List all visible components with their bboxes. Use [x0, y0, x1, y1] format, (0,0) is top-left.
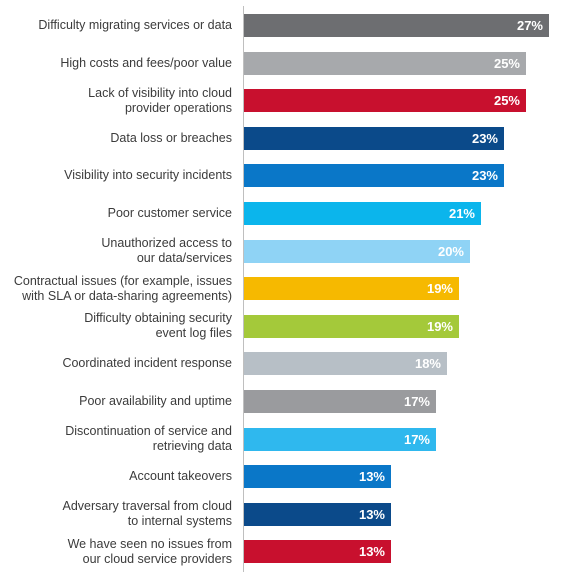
- category-label: Poor availability and uptime: [79, 394, 232, 408]
- category-label: Visibility into security incidents: [64, 168, 232, 183]
- value-label: 25%: [493, 55, 520, 71]
- category-label: Data loss or breaches: [110, 130, 232, 145]
- bar: [244, 126, 504, 150]
- value-label: 13%: [358, 544, 385, 560]
- value-label: 13%: [358, 469, 385, 485]
- category-label: Discontinuation of service and retrievin…: [65, 424, 232, 454]
- value-label: 21%: [448, 206, 475, 221]
- value-label: 19%: [426, 281, 453, 297]
- bar: [244, 314, 459, 338]
- bar: [244, 51, 526, 75]
- value-label: 19%: [426, 318, 453, 334]
- value-label: 18%: [414, 356, 441, 372]
- category-label: Unauthorized access to our data/services: [101, 236, 232, 266]
- category-label: Coordinated incident response: [62, 356, 232, 371]
- category-axis-line: [243, 6, 244, 572]
- value-label: 13%: [358, 506, 385, 522]
- bar: [244, 427, 436, 451]
- bar: [244, 540, 391, 564]
- value-label: 27%: [516, 18, 543, 33]
- bar: [244, 390, 436, 413]
- bar: [244, 502, 391, 526]
- value-label: 17%: [403, 431, 430, 447]
- value-label: 23%: [471, 168, 498, 184]
- bar: [244, 89, 526, 113]
- value-label: 23%: [471, 130, 498, 146]
- value-label: 20%: [437, 243, 464, 259]
- bar: [244, 14, 549, 37]
- category-label: We have seen no issues from our cloud se…: [67, 536, 232, 566]
- value-label: 17%: [403, 394, 430, 409]
- category-label: Poor customer service: [107, 206, 232, 220]
- bar: [244, 277, 459, 301]
- bar: [244, 239, 470, 263]
- value-label: 25%: [493, 93, 520, 109]
- category-label: Adversary traversal from cloud to intern…: [62, 499, 232, 529]
- category-label: Account takeovers: [129, 469, 232, 484]
- category-label: Difficulty migrating services or data: [38, 18, 232, 32]
- bar: [244, 352, 447, 376]
- category-label: High costs and fees/poor value: [60, 55, 232, 70]
- category-label: Contractual issues (for example, issues …: [13, 273, 232, 303]
- category-label: Lack of visibility into cloud provider o…: [88, 85, 232, 115]
- bar: [244, 465, 391, 489]
- bar: [244, 202, 481, 225]
- bar: [244, 164, 504, 188]
- category-label: Difficulty obtaining security event log …: [84, 311, 232, 341]
